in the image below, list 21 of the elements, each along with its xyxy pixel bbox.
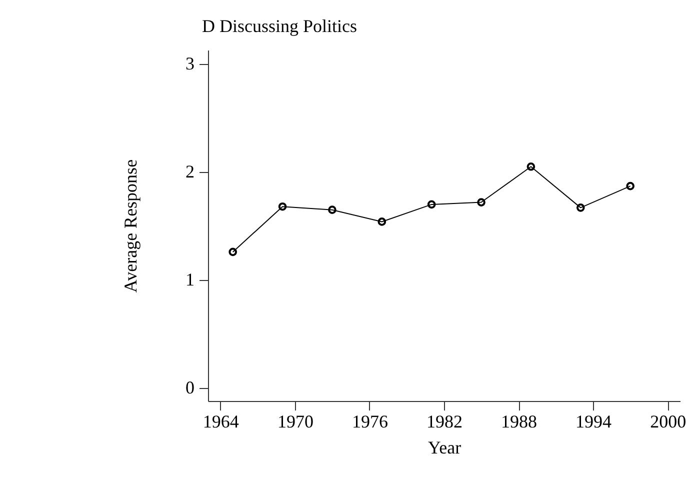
y-tick-label: 0 (186, 378, 194, 398)
y-axis-title: Average Response (120, 159, 140, 293)
point (328, 206, 336, 214)
x-tick-label: 2000 (650, 412, 686, 432)
x-axis-title: Year (428, 438, 462, 458)
point (378, 218, 386, 226)
x-tick-label: 1982 (426, 412, 462, 432)
x-tick-label: 1964 (202, 412, 239, 432)
point (278, 202, 287, 211)
point (477, 198, 486, 206)
y-tick-label: 1 (186, 270, 194, 290)
y-tick-label: 2 (186, 162, 194, 182)
chart-title: D Discussing Politics (202, 16, 358, 36)
point (526, 162, 536, 171)
y-tick-label: 3 (186, 54, 194, 74)
x-tick-label: 1970 (277, 412, 314, 432)
point (427, 200, 436, 209)
x-tick-label: 1994 (576, 412, 612, 432)
x-tick-label: 1976 (352, 412, 388, 432)
x-tick-label: 1988 (501, 412, 538, 432)
point (576, 204, 585, 212)
